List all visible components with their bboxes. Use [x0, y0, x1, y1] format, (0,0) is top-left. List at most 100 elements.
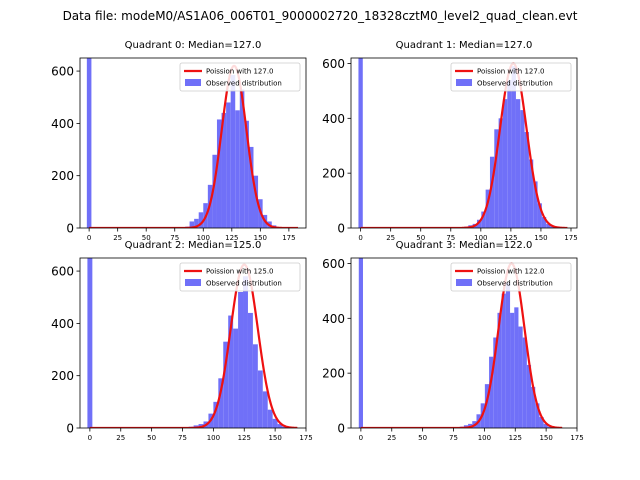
legend-box [179, 62, 301, 92]
histogram-bar [494, 129, 499, 228]
legend-hist-label: Observed distribution [477, 80, 553, 88]
x-tick-label: 125 [238, 434, 251, 442]
legend-hist-label: Observed distribution [206, 80, 282, 88]
x-tick-label: 100 [197, 234, 210, 242]
histogram-bar [533, 181, 538, 228]
histogram-bar [502, 99, 508, 228]
histogram-bar [221, 112, 227, 228]
legend: Poission with 127.0 Observed distribution [179, 62, 301, 92]
histogram-bar [537, 203, 542, 228]
histogram-bar [515, 99, 521, 228]
histogram-bar [543, 423, 548, 428]
legend-curve-label: Poission with 127.0 [477, 68, 545, 76]
axes-frame [79, 57, 307, 229]
histogram-bar-zero [358, 58, 363, 228]
y-tick-label: 0 [337, 422, 345, 436]
histogram-bar [235, 110, 240, 228]
histogram-bar [511, 66, 516, 228]
x-tick-label: 150 [254, 234, 267, 242]
y-tick-label: 200 [51, 369, 74, 383]
y-tick-label: 0 [66, 222, 74, 236]
y-tick-label: 0 [66, 422, 74, 436]
histogram-bar-zero [358, 258, 363, 428]
histogram-bar [218, 378, 224, 428]
histogram-bar [212, 154, 217, 228]
legend-hist-swatch [456, 79, 472, 86]
y-tick-label: 400 [322, 312, 345, 326]
y-tick-label: 600 [51, 65, 74, 79]
x-tick-label: 75 [446, 234, 455, 242]
legend-curve-label: Poission with 122.0 [477, 268, 545, 276]
legend-hist-swatch [185, 79, 201, 86]
histogram-bar [277, 424, 283, 428]
x-tick-label: 50 [147, 434, 156, 442]
histogram-bar [238, 292, 244, 428]
histogram-bar [528, 159, 534, 228]
legend: Poission with 127.0 Observed distribution [450, 62, 572, 92]
legend-curve-label: Poission with 125.0 [206, 268, 274, 276]
x-tick-label: 0 [359, 434, 363, 442]
x-tick-label: 25 [386, 234, 395, 242]
y-tick-label: 600 [322, 57, 345, 71]
x-tick-label: 25 [387, 434, 396, 442]
legend-box [179, 262, 301, 292]
axes-frame [350, 57, 578, 229]
histogram-bar [510, 312, 515, 428]
histogram-bar [531, 386, 536, 428]
histogram-bar [239, 89, 245, 228]
x-tick-label: 175 [299, 434, 312, 442]
histogram-bar [541, 217, 547, 228]
x-tick-label: 175 [282, 234, 295, 242]
x-tick-label: 100 [478, 434, 491, 442]
histogram-bar [481, 211, 486, 228]
figure-title: Data file: modeM0/AS1A06_006T01_90000027… [63, 9, 578, 23]
x-tick-label: 50 [142, 234, 151, 242]
x-tick-label: 175 [570, 434, 583, 442]
axes-frame [350, 257, 578, 429]
histogram-bar [520, 110, 525, 228]
y-tick-label: 400 [51, 317, 74, 331]
x-tick-label: 50 [416, 234, 425, 242]
legend-curve-label: Poission with 127.0 [206, 68, 274, 76]
histogram-bar [228, 315, 234, 428]
histogram-bar [550, 226, 555, 228]
histogram-bar [526, 364, 532, 428]
histogram-bar [518, 326, 523, 428]
y-tick-label: 600 [51, 265, 74, 279]
histogram-bar [535, 403, 540, 428]
x-tick-label: 150 [534, 234, 547, 242]
histogram-bar [539, 417, 544, 428]
panel-0: Quadrant 0: Median=127.0 0 25 50 75 100 125 150… [51, 40, 307, 242]
x-tick-label: 150 [268, 434, 281, 442]
histogram-bar [233, 328, 239, 428]
y-tick-label: 600 [322, 257, 345, 271]
histogram-bar [244, 120, 249, 228]
histogram-bar [524, 132, 529, 228]
histogram-bar [257, 370, 263, 428]
x-tick-label: 75 [170, 234, 179, 242]
histogram-bar [498, 118, 503, 228]
histogram-bar [489, 156, 495, 228]
legend-hist-label: Observed distribution [206, 280, 282, 288]
x-tick-label: 100 [207, 434, 220, 442]
histogram-bar [501, 293, 506, 428]
histogram-bar [485, 189, 490, 228]
histogram-bar [262, 391, 268, 428]
histogram-bar [226, 102, 231, 228]
histogram-bar [243, 276, 248, 428]
legend-box [450, 62, 572, 92]
histogram-bar [247, 312, 253, 428]
histogram-bar [213, 401, 219, 428]
histogram-bar [252, 344, 258, 428]
histogram-bar [484, 384, 490, 428]
histogram-bar [216, 119, 222, 228]
legend: Poission with 122.0 Observed distribution [450, 262, 572, 292]
legend-hist-label: Observed distribution [477, 280, 553, 288]
axes-frame [79, 257, 307, 429]
histogram-bar [267, 409, 273, 428]
x-tick-label: 0 [358, 234, 362, 242]
y-tick-label: 400 [322, 112, 345, 126]
panels: Quadrant 0: Median=127.0 0 25 50 75 100 125 150… [51, 40, 584, 442]
x-tick-label: 125 [509, 434, 522, 442]
